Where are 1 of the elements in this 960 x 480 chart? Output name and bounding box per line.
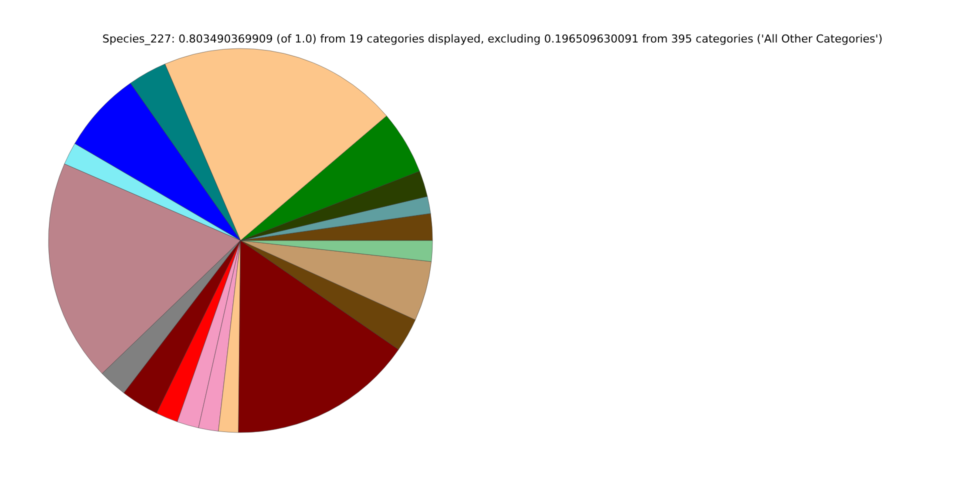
- text: Species_227: 0.803490369909 (of 1.0) from 19 categories displayed, excluding 0.196509630091 from 395 categories ('All Other Categories'): [102, 32, 883, 46]
